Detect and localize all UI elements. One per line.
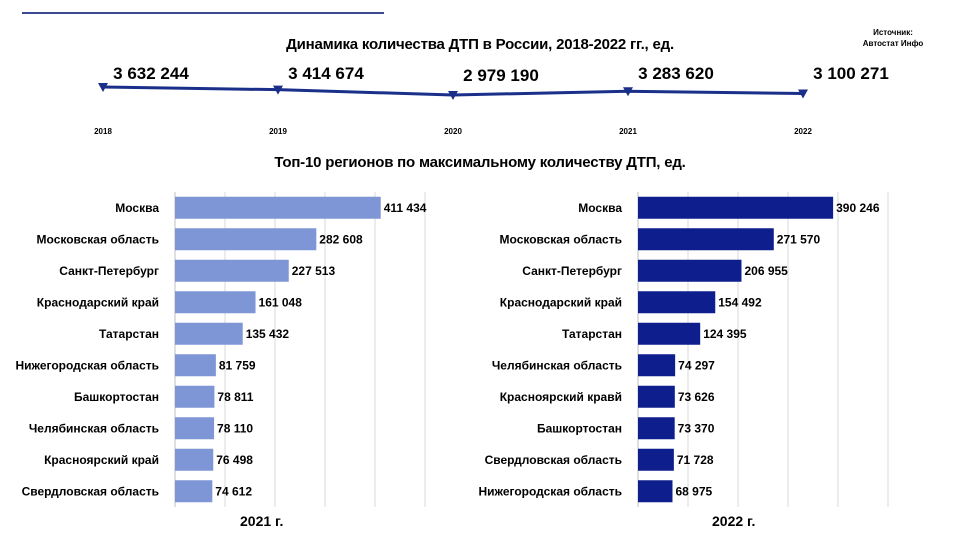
- bars-2022-category-label-3: Санкт-Петербург: [522, 264, 622, 278]
- bars-2021-data-label-4: 161 048: [259, 295, 303, 309]
- bars-2021-category-label-3: Санкт-Петербург: [59, 264, 159, 278]
- bars-2022-category-label-4: Краснодарский край: [500, 295, 622, 309]
- x-tick-label-2018: 2018: [94, 127, 112, 136]
- bars-2022-data-label-7: 73 626: [678, 390, 715, 404]
- bars-2022-category-label-7: Красноярский кравй: [500, 390, 622, 404]
- line-value-label-2021: 3 283 620: [638, 64, 714, 83]
- bars-2022-category-label-1: Москва: [578, 201, 622, 215]
- bars-2021-data-label-8: 78 110: [217, 421, 253, 435]
- bars-2021-data-label-7: 78 811: [217, 390, 253, 404]
- bars-2021-category-label-6: Нижегородская область: [15, 358, 159, 372]
- x-tick-label-2022: 2022: [794, 127, 812, 136]
- source-label: Источник:: [873, 28, 913, 37]
- bars-2022-bar-10: [638, 480, 673, 503]
- line-point-2019: [273, 85, 283, 95]
- panel-label-2021: 2021 г.: [240, 513, 284, 529]
- bars-2022-bar-3: [638, 259, 742, 282]
- bars-2021-category-label-7: Башкортостан: [74, 390, 159, 404]
- line-point-2020: [448, 91, 458, 100]
- bars-2021-data-label-2: 282 608: [319, 232, 363, 246]
- source-name: Автостат Инфо: [862, 39, 924, 48]
- bars-2022-category-label-10: Нижегородская область: [478, 484, 622, 498]
- bars-2021-data-label-10: 74 612: [215, 484, 252, 498]
- line-chart: 3 632 244 2018 3 414 674 2019 2 979 190 2020 3…: [94, 64, 889, 136]
- bars-2022-bar-5: [638, 322, 701, 345]
- line-point-2022: [798, 89, 808, 99]
- bars-2021-category-label-4: Краснодарский край: [37, 295, 159, 309]
- bars-2021-bar-3: [175, 259, 289, 282]
- bars-2022-data-label-1: 390 246: [836, 201, 880, 215]
- bars-2021-bar-8: [175, 417, 215, 440]
- bars-2021-category-label-5: Татарстан: [99, 327, 159, 341]
- bars-2021-category-label-9: Красноярский край: [44, 453, 159, 467]
- bars-2021-bar-9: [175, 448, 214, 471]
- line-chart-title: Динамика количества ДТП в России, 2018-2…: [286, 36, 674, 53]
- line-value-label-2022: 3 100 271: [813, 64, 889, 83]
- bars-2021-category-label-2: Московская область: [37, 232, 159, 246]
- panel-label-2022: 2022 г.: [712, 513, 756, 529]
- line-point-2018: [98, 83, 108, 92]
- bars-2021-data-label-1: 411 434: [384, 201, 427, 215]
- bars-2021-bar-7: [175, 385, 215, 408]
- bars-2022-category-label-9: Свердловская область: [485, 453, 622, 467]
- top-accent-rule: [22, 12, 384, 14]
- bars-2021-bar-2: [175, 228, 317, 251]
- x-tick-label-2020: 2020: [444, 127, 462, 136]
- source-note: Источник: Автостат Инфо: [848, 27, 938, 49]
- bars-2021-data-label-3: 227 513: [292, 264, 336, 278]
- bars-2021-data-label-5: 135 432: [246, 327, 290, 341]
- bars-2022-bar-6: [638, 354, 676, 377]
- bars-2022-category-label-6: Челябинская область: [492, 358, 622, 372]
- bars-2022-bar-7: [638, 385, 675, 408]
- bars-2021-data-label-9: 76 498: [216, 453, 253, 467]
- bars-2021-data-label-6: 81 759: [219, 358, 256, 372]
- bars-2022-data-label-6: 74 297: [678, 358, 715, 372]
- bars-2021-category-label-1: Москва: [115, 201, 159, 215]
- bars-2022-data-label-10: 68 975: [675, 484, 712, 498]
- bars-2021-bar-5: [175, 322, 243, 345]
- bars-2022-category-label-8: Башкортостан: [537, 421, 622, 435]
- bars-2022-data-label-2: 271 570: [777, 232, 821, 246]
- line-value-label-2020: 2 979 190: [463, 66, 539, 85]
- bars-2021-bar-6: [175, 354, 216, 377]
- bars-2022-category-label-2: Московская область: [500, 232, 622, 246]
- bars-2021-bar-1: [175, 196, 381, 219]
- bars-2022-bar-4: [638, 291, 716, 314]
- bars-2022-bar-8: [638, 417, 675, 440]
- bars-2022-data-label-4: 154 492: [718, 295, 762, 309]
- x-tick-label-2019: 2019: [269, 127, 287, 136]
- line-point-2021: [623, 87, 633, 97]
- bars-2022-data-label-5: 124 395: [703, 327, 747, 341]
- bars-2022-data-label-8: 73 370: [678, 421, 715, 435]
- bars-2022-data-label-3: 206 955: [744, 264, 788, 278]
- bars-2022-data-label-9: 71 728: [677, 453, 714, 467]
- bars-2021-bar-4: [175, 291, 256, 314]
- line-value-label-2018: 3 632 244: [113, 64, 189, 83]
- bars-2021-category-label-8: Челябинская область: [29, 421, 159, 435]
- bars-2021-bar-10: [175, 480, 213, 503]
- bars-2022-bar-1: [638, 196, 834, 219]
- line-value-label-2019: 3 414 674: [288, 64, 364, 83]
- bars-2022-bar-2: [638, 228, 774, 251]
- bar-charts-title: Топ-10 регионов по максимальному количес…: [274, 154, 686, 171]
- bars-2021-category-label-10: Свердловская область: [22, 484, 159, 498]
- bars-2022-bar-9: [638, 448, 674, 471]
- bars-2022-category-label-5: Татарстан: [562, 327, 622, 341]
- x-tick-label-2021: 2021: [619, 127, 637, 136]
